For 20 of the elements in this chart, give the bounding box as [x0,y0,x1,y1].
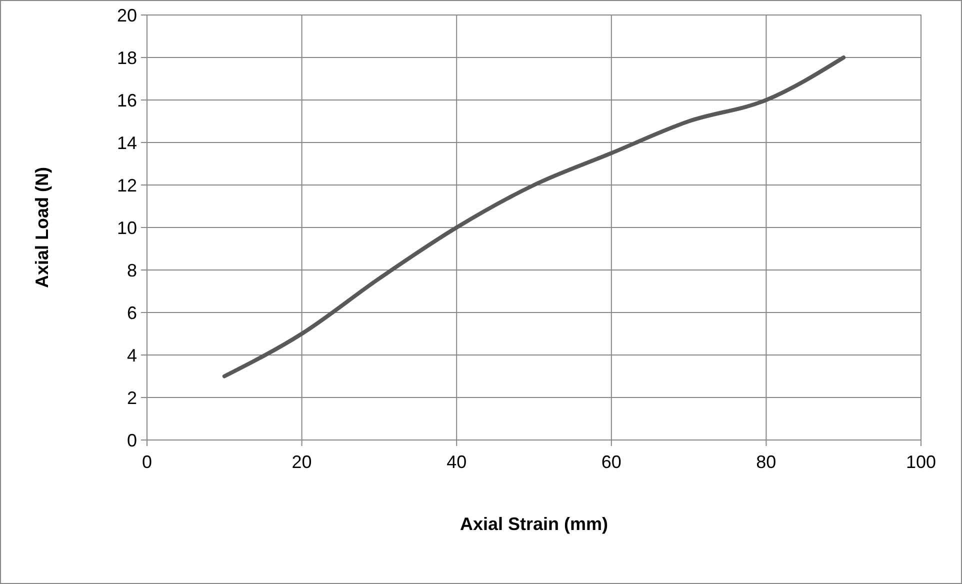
x-tick-label: 0 [142,452,152,472]
y-tick-label: 6 [126,302,137,323]
x-tick-label: 80 [756,452,776,472]
y-tick-label: 14 [116,132,137,153]
y-tick-label: 16 [116,90,137,110]
y-tick-label: 8 [126,260,137,280]
y-axis-title: Axial Load (N) [32,166,52,288]
y-tick-label: 4 [126,345,137,366]
y-tick-label: 0 [126,430,137,450]
x-tick-label: 100 [906,452,936,472]
x-tick-label: 60 [601,452,622,472]
y-tick-label: 20 [116,5,137,26]
x-axis-title: Axial Strain (mm) [460,514,608,534]
x-tick-label: 40 [446,452,467,472]
y-tick-label: 10 [116,218,137,238]
y-tick-label: 18 [116,48,137,68]
y-tick-label: 12 [116,175,137,196]
line-series [222,56,846,378]
x-tick-label: 20 [292,452,312,472]
y-tick-label: 2 [126,388,137,408]
